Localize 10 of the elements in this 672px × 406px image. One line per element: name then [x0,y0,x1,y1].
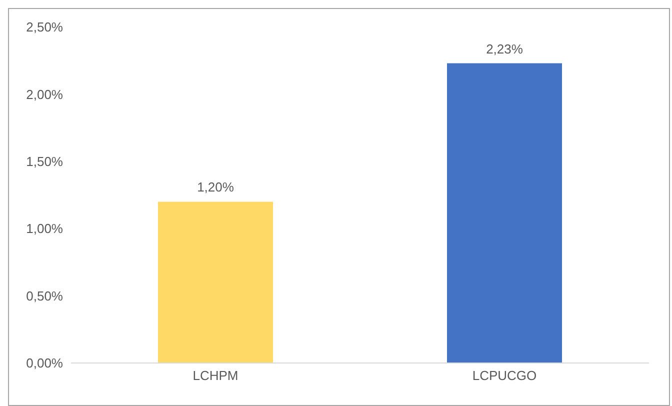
y-tick-label: 2,50% [26,20,64,35]
x-tick-label: LCPUCGO [472,368,537,384]
y-tick-label: 1,50% [26,154,64,170]
y-tick-label: 0,00% [26,356,64,371]
y-tick-label: 0,50% [26,288,64,304]
y-tick-label: 1,00% [26,221,64,236]
data-label: 2,23% [486,41,524,56]
y-tick-label: 2,00% [26,86,64,102]
data-label: 1,20% [197,180,234,195]
x-tick-label: LCHPM [192,368,238,384]
